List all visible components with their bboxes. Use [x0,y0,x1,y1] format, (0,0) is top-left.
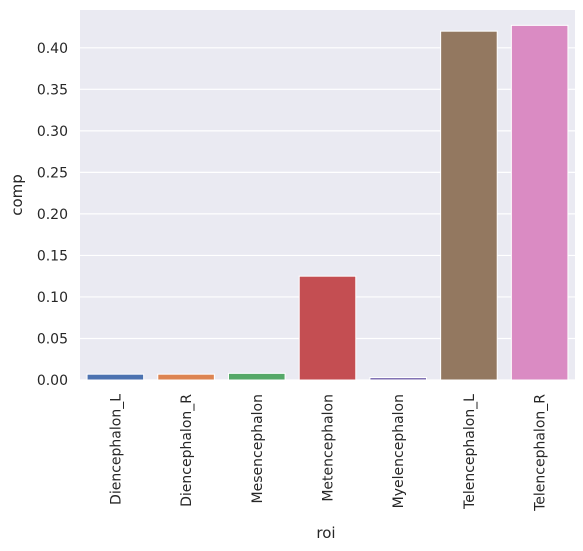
x-tick-label: Telencephalon_R [533,394,549,512]
y-tick-label: 0.20 [37,207,68,223]
bar-diencephalon-l [86,373,145,381]
bar-telencephalon-r [510,24,569,381]
x-tick-label: Mesencephalon [250,394,266,503]
bars [86,24,569,381]
x-tick-label: Metencephalon [321,394,337,502]
bar-metencephalon [298,275,357,381]
x-tick-label: Diencephalon_L [108,394,124,505]
y-tick-label: 0.30 [37,124,68,140]
x-axis-label: roi [316,524,335,542]
x-tick-labels: Diencephalon_L Diencephalon_R Mesencephalo… [108,394,548,512]
y-tick-label: 0.25 [37,165,68,181]
x-tick-label: Telencephalon_L [462,394,478,510]
y-tick-label: 0.05 [37,331,68,347]
bar-myelencephalon [369,377,427,381]
y-tick-label: 0.15 [37,248,68,264]
bar-diencephalon-r [157,373,215,381]
y-tick-label: 0.40 [37,41,68,57]
y-axis-label: comp [8,174,26,216]
y-tick-label: 0.00 [37,373,68,389]
x-tick-label: Myelencephalon [391,394,407,508]
y-tick-label: 0.35 [37,82,68,98]
x-tick-label: Diencephalon_R [179,394,195,507]
y-tick-label: 0.10 [37,290,68,306]
y-tick-labels: 0.00 0.05 0.10 0.15 0.20 0.25 0.30 0.35 0.40 [37,41,68,389]
bar-mesencephalon [228,372,286,381]
bar-telencephalon-l [440,30,498,381]
